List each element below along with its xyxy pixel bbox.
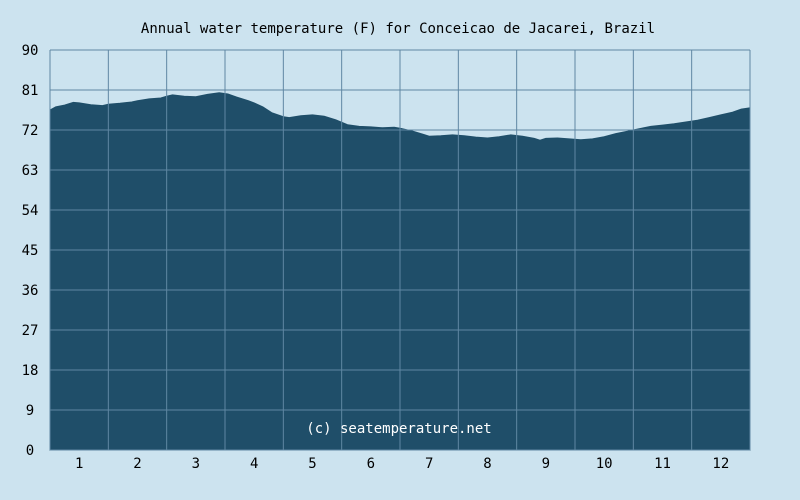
y-tick-label: 72 [22, 123, 39, 139]
x-tick-label: 5 [308, 456, 316, 472]
y-tick-label: 81 [22, 83, 39, 99]
y-tick-label: 18 [22, 363, 39, 379]
y-tick-label: 63 [22, 163, 39, 179]
x-tick-label: 4 [250, 456, 258, 472]
y-tick-label: 45 [22, 243, 39, 259]
x-tick-label: 7 [425, 456, 433, 472]
y-tick-label: 90 [22, 43, 39, 59]
grid-layer [49, 49, 751, 451]
x-tick-label: 8 [483, 456, 491, 472]
x-tick-label: 9 [542, 456, 550, 472]
credit-text: (c) seatemperature.net [306, 421, 491, 437]
x-tick-label: 6 [367, 456, 375, 472]
x-tick-label: 12 [712, 456, 729, 472]
x-tick-label: 11 [654, 456, 671, 472]
y-tick-label: 0 [26, 443, 34, 459]
x-tick-label: 10 [596, 456, 613, 472]
chart-title: Annual water temperature (F) for Conceic… [141, 21, 655, 37]
y-tick-label: 54 [22, 203, 39, 219]
x-tick-label: 1 [75, 456, 83, 472]
y-tick-label: 27 [22, 323, 39, 339]
x-tick-label: 3 [192, 456, 200, 472]
y-tick-label: 9 [26, 403, 34, 419]
y-tick-label: 36 [22, 283, 39, 299]
x-axis-labels: 1 2 3 4 5 6 7 8 9 10 11 12 [75, 456, 729, 472]
x-tick-label: 2 [133, 456, 141, 472]
y-axis-labels: 0 9 18 27 36 45 54 63 72 81 90 [22, 43, 39, 459]
